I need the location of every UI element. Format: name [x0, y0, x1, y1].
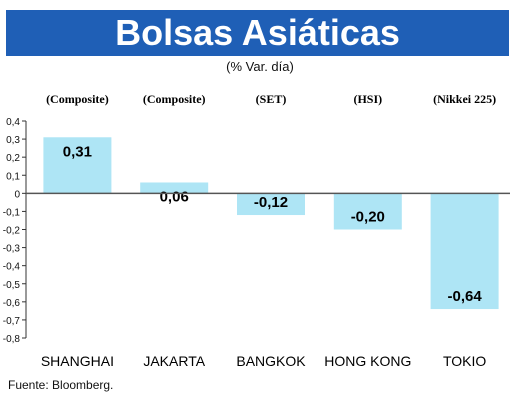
y-tick-label: -0,8 [3, 334, 21, 345]
bar [140, 182, 209, 194]
source-note: Fuente: Bloomberg. [8, 378, 114, 392]
bar [237, 193, 305, 216]
bar-value-label: -0,64 [447, 288, 482, 305]
index-label: (HSI) [353, 92, 382, 106]
y-tick-label: -0,1 [3, 207, 21, 218]
x-tick-label: HONG KONG [324, 353, 411, 369]
y-tick-label: -0,4 [3, 262, 21, 273]
y-tick-label: -0,6 [3, 298, 21, 309]
bar-value-label: 0,06 [160, 188, 189, 205]
y-tick-label: -0,5 [3, 280, 21, 291]
y-tick-label: 0,4 [6, 117, 20, 128]
y-tick-label: -0,2 [3, 226, 21, 237]
chart-title: Bolsas Asiáticas [115, 12, 400, 53]
index-label: (Nikkei 225) [433, 92, 496, 106]
y-tick-label: 0,1 [6, 171, 20, 182]
bar-value-label: -0,20 [351, 209, 385, 226]
x-tick-label: SHANGHAI [41, 353, 114, 369]
y-tick-label: -0,3 [3, 244, 21, 255]
index-label: (Composite) [46, 92, 109, 106]
y-tick-label: 0 [14, 189, 20, 200]
bar-value-label: 0,31 [63, 143, 92, 160]
bar [430, 193, 499, 310]
x-tick-label: JAKARTA [143, 353, 205, 369]
y-tick-label: 0,2 [6, 153, 20, 164]
chart-subtitle: (% Var. día) [226, 59, 294, 74]
x-tick-label: TOKIO [443, 353, 486, 369]
title-banner: Bolsas Asiáticas [6, 10, 509, 56]
index-label: (Composite) [143, 92, 206, 106]
y-tick-label: 0,3 [6, 135, 20, 146]
y-tick-label: -0,7 [3, 316, 21, 327]
x-tick-label: BANGKOK [236, 353, 306, 369]
bar-value-label: -0,12 [254, 194, 288, 211]
bar [333, 193, 402, 230]
index-label: (SET) [256, 92, 287, 106]
bar [43, 137, 112, 194]
